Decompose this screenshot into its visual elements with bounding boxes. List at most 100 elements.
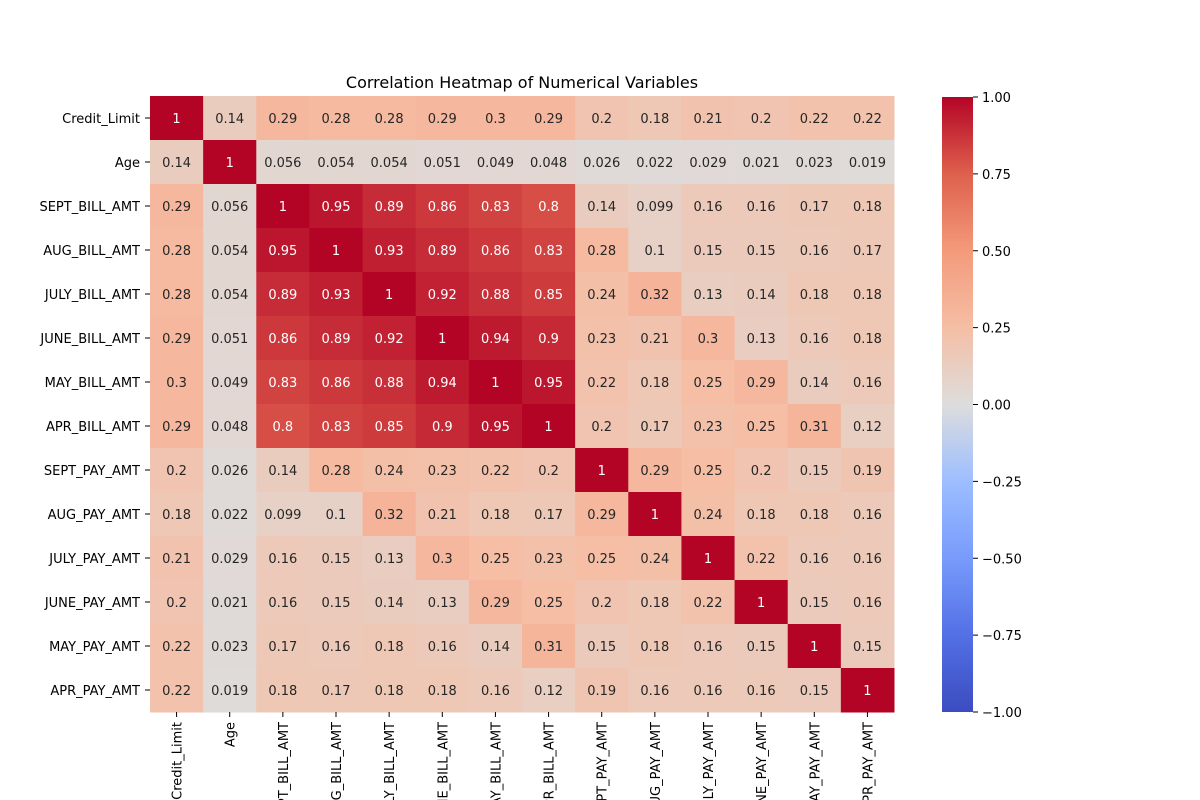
- heatmap-cell: [415, 580, 470, 625]
- cell-annotation: 0.28: [322, 464, 351, 479]
- cell-annotation: 0.23: [428, 464, 457, 479]
- heatmap-cell: [150, 404, 204, 449]
- heatmap-cell: [575, 272, 629, 317]
- cell-annotation: 1: [651, 508, 659, 523]
- heatmap-cell: [468, 96, 523, 141]
- heatmap-cell: [150, 492, 204, 537]
- cell-annotation: 0.051: [424, 156, 461, 171]
- cell-annotation: 0.29: [428, 112, 457, 127]
- heatmap-cell: [203, 316, 257, 361]
- heatmap-cell: [522, 228, 576, 273]
- heatmap-cell: [575, 668, 629, 713]
- cell-annotation: 0.21: [640, 332, 669, 347]
- heatmap-cell: [362, 624, 417, 669]
- heatmap-cell: [150, 536, 204, 581]
- cell-annotation: 0.95: [268, 244, 297, 259]
- x-tick-label: APR_BILL_AMT: [543, 722, 558, 800]
- heatmap-cell: [681, 668, 736, 713]
- cell-annotation: 0.17: [800, 200, 829, 215]
- cell-annotation: 0.15: [587, 640, 616, 655]
- cell-annotation: 0.18: [853, 288, 882, 303]
- heatmap-cell: [628, 360, 682, 405]
- y-tick-label: SEPT_BILL_AMT: [39, 200, 140, 215]
- cell-annotation: 0.95: [481, 420, 510, 435]
- cell-annotation: 0.026: [583, 156, 620, 171]
- cell-annotation: 1: [863, 684, 871, 699]
- cell-annotation: 0.18: [268, 684, 297, 699]
- cell-annotation: 0.051: [211, 332, 248, 347]
- heatmap-cell: [787, 448, 842, 493]
- cell-annotation: 0.86: [428, 200, 457, 215]
- heatmap-cell: [734, 404, 789, 449]
- cell-annotation: 1: [226, 156, 234, 171]
- cell-annotation: 0.023: [796, 156, 833, 171]
- heatmap-cell: [415, 624, 470, 669]
- y-tick-label: SEPT_PAY_AMT: [44, 464, 140, 479]
- cell-annotation: 0.25: [694, 376, 723, 391]
- cell-annotation: 0.28: [322, 112, 351, 127]
- cell-annotation: 0.15: [322, 552, 351, 567]
- heatmap-cell: [150, 624, 204, 669]
- cell-annotation: 0.026: [211, 464, 248, 479]
- heatmap-cell: [203, 580, 257, 625]
- heatmap-cell: [522, 316, 576, 361]
- heatmap-cell: [840, 272, 895, 317]
- cell-annotation: 0.18: [640, 376, 669, 391]
- cell-annotation: 0.099: [264, 508, 301, 523]
- cell-annotation: 0.021: [211, 596, 248, 611]
- cell-annotation: 0.13: [694, 288, 723, 303]
- heatmap-cell: [203, 536, 257, 581]
- heatmap-cell: [256, 580, 310, 625]
- cell-annotation: 0.85: [375, 420, 404, 435]
- heatmap-cell: [468, 668, 523, 713]
- heatmap-cell: [468, 404, 523, 449]
- cell-annotation: 0.13: [428, 596, 457, 611]
- cell-annotation: 0.86: [268, 332, 297, 347]
- cell-annotation: 0.24: [587, 288, 616, 303]
- heatmap-cell: [522, 668, 576, 713]
- heatmap-cell: [415, 184, 470, 229]
- heatmap-cell: [840, 492, 895, 537]
- heatmap-cell: [468, 448, 523, 493]
- heatmap-cell: [362, 580, 417, 625]
- cell-annotation: 1: [438, 332, 446, 347]
- heatmap-cell: [787, 536, 842, 581]
- heatmap-cell: [628, 228, 682, 273]
- cell-annotation: 0.94: [481, 332, 510, 347]
- heatmap-cell: [734, 536, 789, 581]
- cell-annotation: 0.2: [591, 596, 612, 611]
- heatmap-cell: [575, 448, 629, 493]
- cell-annotation: 0.83: [534, 244, 563, 259]
- heatmap-cell: [787, 580, 842, 625]
- heatmap-cell: [575, 316, 629, 361]
- y-tick-label: APR_PAY_AMT: [50, 684, 140, 699]
- cell-annotation: 0.92: [375, 332, 404, 347]
- cell-annotation: 0.29: [162, 200, 191, 215]
- heatmap-cell: [415, 492, 470, 537]
- colorbar-tick-label: −1.00: [982, 706, 1022, 721]
- cell-annotation: 0.16: [853, 376, 882, 391]
- y-tick-label: JUNE_PAY_AMT: [44, 596, 140, 611]
- heatmap-cell: [468, 184, 523, 229]
- cell-annotation: 0.22: [747, 552, 776, 567]
- chart-title: Correlation Heatmap of Numerical Variabl…: [346, 73, 698, 92]
- heatmap-cell: [150, 228, 204, 273]
- heatmap-cell: [840, 624, 895, 669]
- colorbar-tick-label: −0.50: [982, 552, 1022, 567]
- heatmap-cell: [681, 360, 736, 405]
- cell-annotation: 0.24: [694, 508, 723, 523]
- x-tick-label: MAY_PAY_AMT: [808, 722, 823, 800]
- heatmap-cells: 1 0.14 0.29 0.28 0.28 0.29 0.3 0.29 0.2 0.18 0.21 0…: [150, 96, 895, 713]
- cell-annotation: 0.2: [591, 112, 612, 127]
- heatmap-cell: [734, 624, 789, 669]
- heatmap-cell: [309, 580, 364, 625]
- cell-annotation: 0.16: [694, 200, 723, 215]
- cell-annotation: 0.18: [800, 288, 829, 303]
- cell-annotation: 0.9: [432, 420, 453, 435]
- cell-annotation: 0.15: [747, 640, 776, 655]
- cell-annotation: 0.023: [211, 640, 248, 655]
- cell-annotation: 0.21: [162, 552, 191, 567]
- heatmap-cell: [734, 492, 789, 537]
- cell-annotation: 0.16: [853, 508, 882, 523]
